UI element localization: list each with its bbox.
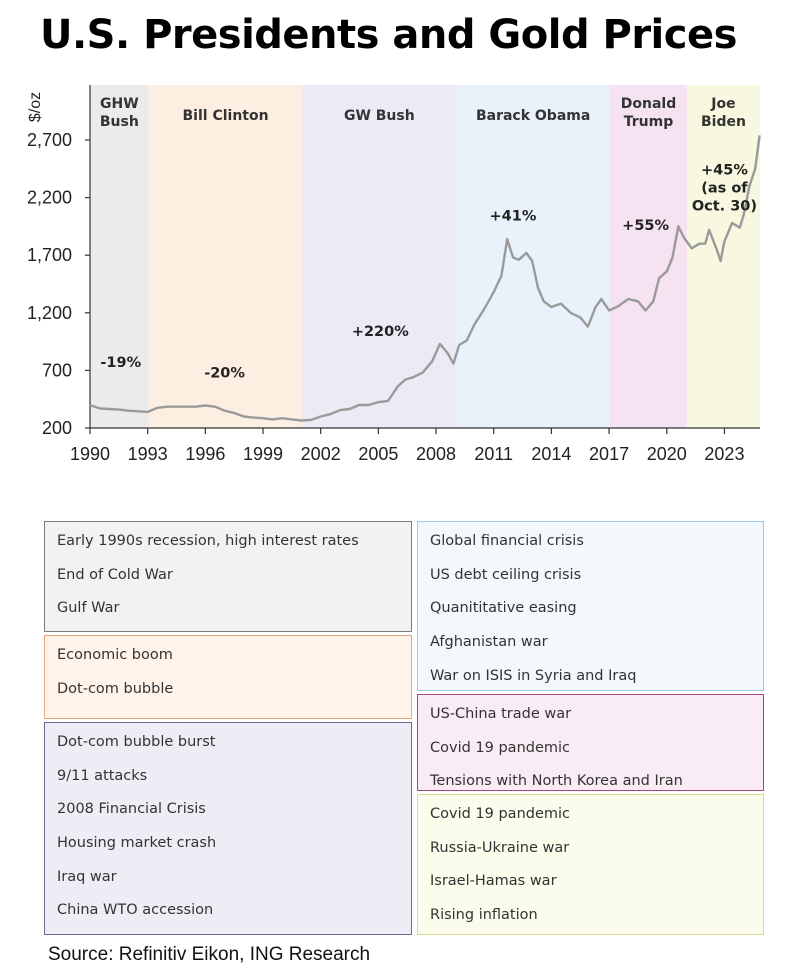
event-item: Covid 19 pandemic <box>430 806 571 822</box>
change-label-2: +220% <box>352 324 409 340</box>
y-axis-label: $/oz <box>27 92 44 122</box>
x-tick-label-7: 2011 <box>474 444 513 464</box>
event-item: Tensions with North Korea and Iran <box>430 773 683 790</box>
gold-price-line <box>89 135 761 422</box>
events-box-obama: Global financial crisis US debt ceiling c… <box>417 521 764 691</box>
president-label-2: GW Bush <box>344 108 415 124</box>
y-tick-label-1: 700 <box>42 360 72 380</box>
event-item: US debt ceiling crisis <box>430 566 582 583</box>
events-box-trump: US-China trade war Covid 19 pandemic Tensi… <box>417 694 764 791</box>
band-0 <box>90 85 149 428</box>
page-title: U.S. Presidents and Gold Prices <box>40 12 737 58</box>
x-tick-label-8: 2014 <box>531 444 571 464</box>
president-bands <box>90 85 760 428</box>
event-item: Rising inflation <box>430 907 538 924</box>
event-item: Economic boom <box>57 647 173 663</box>
president-label-4: Donald Trump <box>621 96 676 130</box>
change-label-5: +45% (as of Oct. 30) <box>692 163 757 215</box>
event-item: Gulf War <box>57 600 120 617</box>
events-box-clinton: Economic boom Dot-com bubble <box>44 635 412 719</box>
event-item: 2008 Financial Crisis <box>57 801 206 818</box>
event-item: Quanititative easing <box>430 600 577 617</box>
event-item: Dot-com bubble <box>57 680 174 697</box>
band-3 <box>456 85 611 428</box>
x-tick-label-6: 2008 <box>416 444 456 464</box>
event-item: End of Cold War <box>57 566 173 583</box>
event-item: China WTO accession <box>57 902 214 919</box>
x-tick-label-9: 2017 <box>589 444 629 464</box>
event-item: Russia-Ukraine war <box>430 839 570 856</box>
event-item: Israel-Hamas war <box>430 873 557 890</box>
band-4 <box>610 85 687 428</box>
x-tick-label-10: 2020 <box>647 444 687 464</box>
events-box-biden: Covid 19 pandemic Russia-Ukraine war Israe… <box>417 794 764 935</box>
x-axis: 1990 1993 1996 1999 2002 2005 2008 2011 2014 2017… <box>70 427 760 464</box>
event-item: Housing market crash <box>57 835 217 852</box>
president-labels: GHW Bush Bill Clinton GW Bush Barack Obama Do… <box>100 96 746 130</box>
event-item: Iraq war <box>57 868 117 885</box>
source-note: Source: Refinitiv Eikon, ING Research <box>48 944 371 965</box>
event-item: Covid 19 pandemic <box>430 739 571 756</box>
change-label-0: -19% <box>100 355 141 371</box>
x-tick-label-4: 2002 <box>301 444 341 464</box>
y-tick-label-5: 2,700 <box>27 130 72 150</box>
band-5 <box>686 85 760 428</box>
band-1 <box>148 85 303 428</box>
y-tick-label-4: 2,200 <box>27 188 72 208</box>
events-box-ghw-bush: Early 1990s recession, high interest rat… <box>44 521 412 632</box>
gold-price-chart: GHW Bush Bill Clinton GW Bush Barack Obama Do… <box>27 85 761 464</box>
change-label-1: -20% <box>204 365 245 381</box>
x-tick-label-1: 1993 <box>128 444 168 464</box>
change-label-4: +55% <box>622 218 669 234</box>
events-box-gw-bush: Dot-com bubble burst 9/11 attacks 2008 Fin… <box>44 722 412 935</box>
x-tick-label-0: 1990 <box>70 444 110 464</box>
band-2 <box>302 85 457 428</box>
x-tick-label-11: 2023 <box>704 444 744 464</box>
event-item: War on ISIS in Syria and Iraq <box>430 667 637 684</box>
event-item: US-China trade war <box>430 706 572 722</box>
x-tick-label-3: 1999 <box>243 444 283 464</box>
president-label-1: Bill Clinton <box>183 108 269 124</box>
percent-changes: -19% -20% +220% +41% +55% +45% (as of Oct. 30) <box>100 163 757 382</box>
y-tick-label-0: 200 <box>42 418 72 438</box>
event-item: Dot-com bubble burst <box>57 734 216 750</box>
event-item: Global financial crisis <box>430 533 584 549</box>
event-item: 9/11 attacks <box>57 767 148 784</box>
x-tick-label-2: 1996 <box>185 444 225 464</box>
change-label-3: +41% <box>490 209 537 225</box>
y-axis: 200 700 1,200 1,700 2,200 2,700 $/oz <box>27 85 91 438</box>
president-label-0: GHW Bush <box>100 96 139 130</box>
president-label-5: Joe Biden <box>701 96 746 130</box>
president-label-3: Barack Obama <box>476 108 590 124</box>
x-tick-label-5: 2005 <box>358 444 398 464</box>
y-tick-label-2: 1,200 <box>27 303 72 323</box>
event-item: Early 1990s recession, high interest rat… <box>57 533 359 549</box>
event-item: Afghanistan war <box>430 634 548 651</box>
y-tick-label-3: 1,700 <box>27 245 72 265</box>
